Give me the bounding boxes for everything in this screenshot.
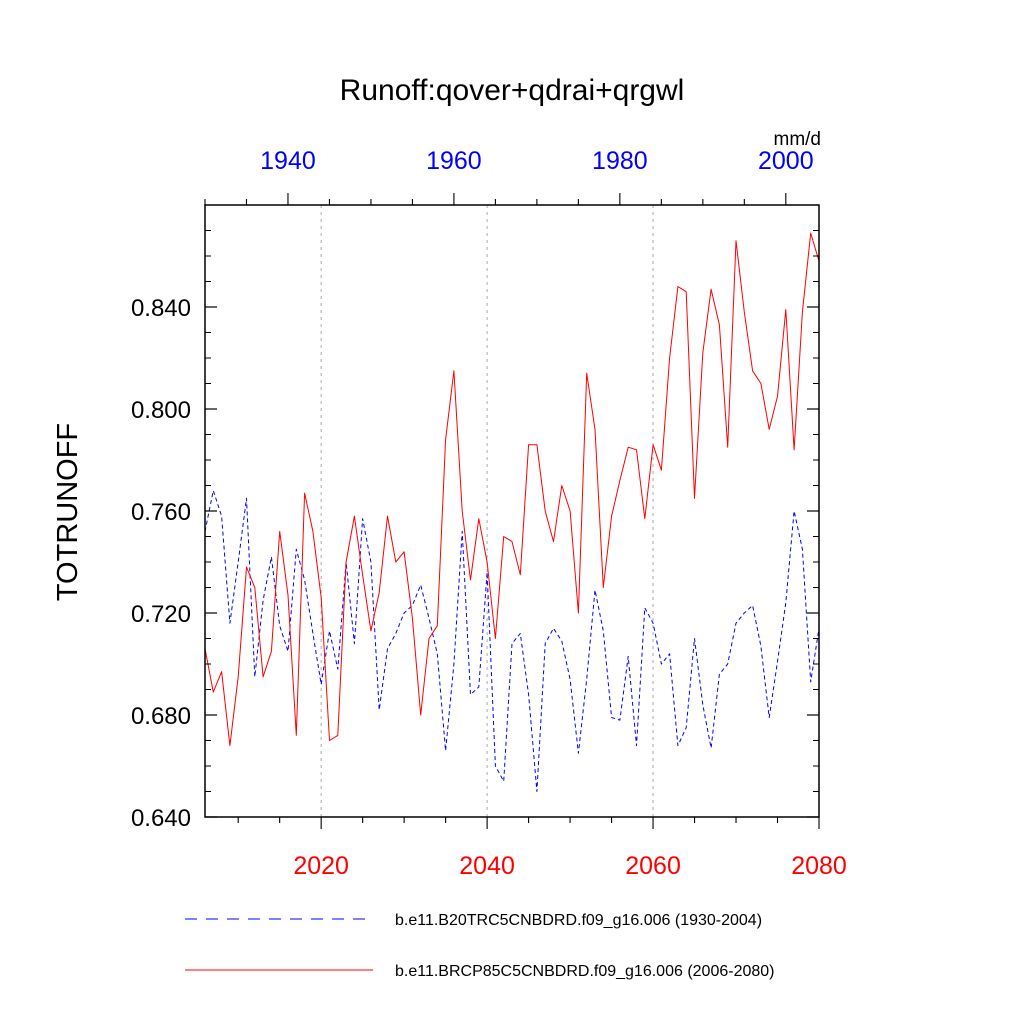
axis-tick-labels: 0.640 0.680 0.720 0.760 0.800 0.840 2020 2040 20… xyxy=(131,147,847,880)
x-bottom-tick-label: 2020 xyxy=(293,852,349,880)
x-top-tick-label: 1960 xyxy=(426,147,482,175)
legend: b.e11.B20TRC5CNBDRD.f09_g16.006 (1930-20… xyxy=(185,912,774,980)
units-label: mm/d xyxy=(774,129,822,150)
series-lines xyxy=(204,232,820,792)
series-line-historical xyxy=(204,490,820,792)
x-bottom-tick-label: 2080 xyxy=(791,852,847,880)
chart-title: Runoff:qover+qdrai+qrgwl xyxy=(340,74,685,107)
y-tick-label: 0.720 xyxy=(131,601,191,628)
x-top-tick-label: 2000 xyxy=(758,147,814,175)
y-tick-label: 0.800 xyxy=(131,397,191,424)
y-axis-label: TOTRUNOFF xyxy=(52,423,84,601)
x-top-tick-label: 1980 xyxy=(592,147,648,175)
y-tick-label: 0.840 xyxy=(131,295,191,322)
series-line-rcp85 xyxy=(204,232,820,747)
legend-label-rcp85: b.e11.BRCP85C5CNBDRD.f09_g16.006 (2006-2… xyxy=(395,963,774,980)
legend-label-historical: b.e11.B20TRC5CNBDRD.f09_g16.006 (1930-20… xyxy=(395,912,762,929)
axis-ticks xyxy=(204,193,820,829)
x-bottom-tick-label: 2040 xyxy=(459,852,515,880)
y-tick-label: 0.680 xyxy=(131,703,191,730)
x-bottom-tick-label: 2060 xyxy=(625,852,681,880)
x-top-tick-label: 1940 xyxy=(260,147,316,175)
y-tick-label: 0.640 xyxy=(131,805,191,832)
y-tick-label: 0.760 xyxy=(131,499,191,526)
